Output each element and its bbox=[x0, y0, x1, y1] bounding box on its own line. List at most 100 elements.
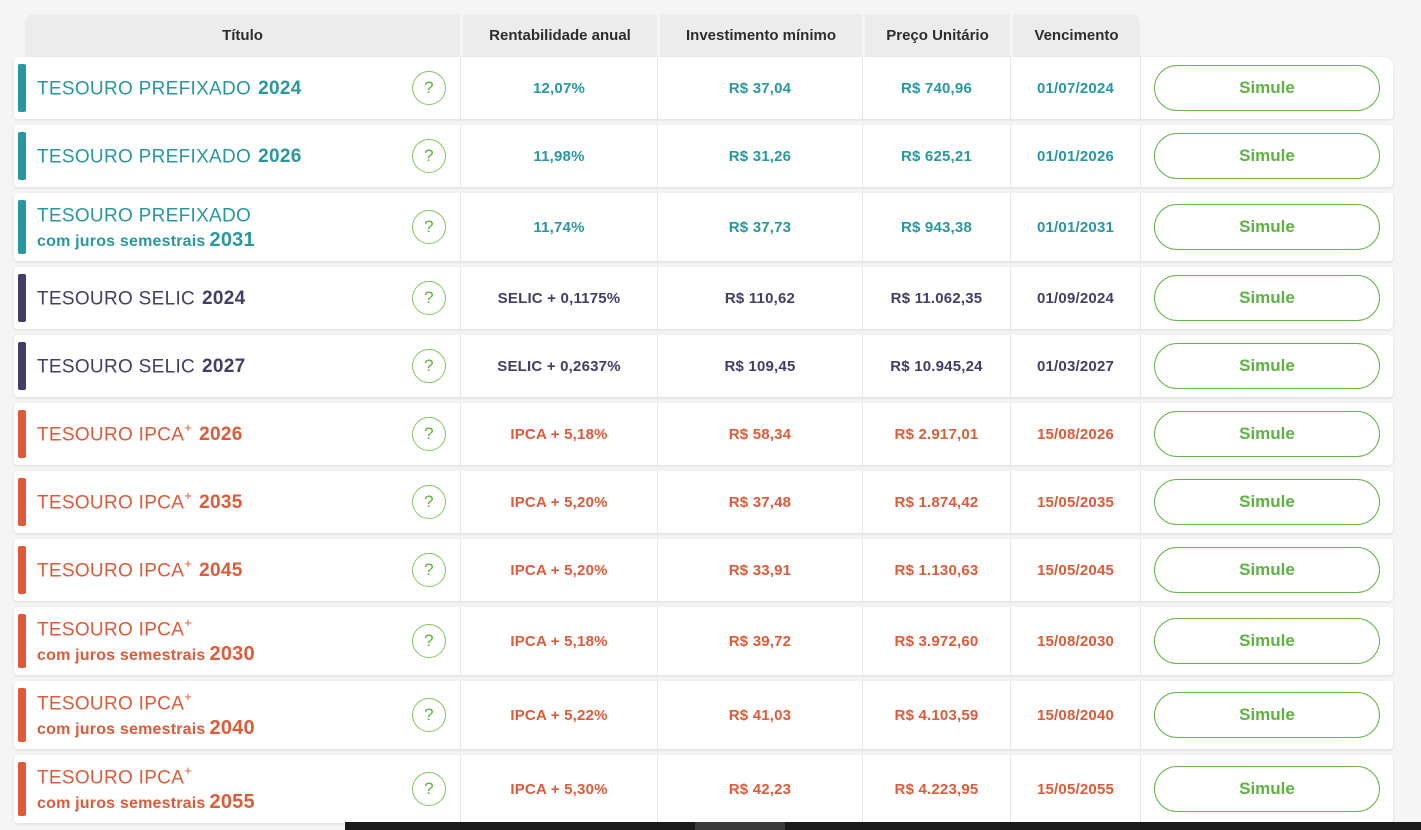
bond-accent-bar bbox=[18, 688, 26, 742]
bond-title-cell: TESOURO PREFIXADO com juros semestrais 20… bbox=[14, 193, 460, 261]
help-icon[interactable]: ? bbox=[412, 210, 446, 244]
bond-row: TESOURO PREFIXADO 2024 ? 12,07% R$ 37,04 … bbox=[14, 57, 1393, 119]
bond-title-line2: com juros semestrais 2040 bbox=[37, 717, 255, 740]
bond-title-line1: TESOURO SELIC 2027 bbox=[37, 356, 246, 378]
bond-title-line1: TESOURO SELIC 2024 bbox=[37, 288, 246, 310]
simulate-button[interactable]: Simule bbox=[1154, 133, 1380, 179]
rentabilidade-value: IPCA + 5,30% bbox=[460, 755, 657, 823]
help-icon[interactable]: ? bbox=[412, 698, 446, 732]
bond-title-line2: com juros semestrais 2030 bbox=[37, 643, 255, 666]
simulate-cell: Simule bbox=[1140, 539, 1393, 601]
simulate-button[interactable]: Simule bbox=[1154, 411, 1380, 457]
bond-title-line1: TESOURO IPCA+ bbox=[37, 614, 193, 641]
bond-title: TESOURO IPCA+ 2035 bbox=[37, 487, 243, 515]
bond-title: TESOURO IPCA+ com juros semestrais 2040 bbox=[37, 688, 255, 740]
help-icon[interactable]: ? bbox=[412, 281, 446, 315]
bond-row: TESOURO PREFIXADO 2026 ? 11,98% R$ 31,26 … bbox=[14, 125, 1393, 187]
horizontal-scrollbar[interactable] bbox=[345, 822, 1421, 830]
simulate-cell: Simule bbox=[1140, 125, 1393, 187]
vencimento-value: 15/08/2026 bbox=[1010, 403, 1140, 465]
bond-title: TESOURO PREFIXADO 2024 bbox=[37, 75, 302, 101]
simulate-button[interactable]: Simule bbox=[1154, 275, 1380, 321]
bond-title-line1: TESOURO PREFIXADO bbox=[37, 205, 252, 227]
help-icon[interactable]: ? bbox=[412, 772, 446, 806]
simulate-cell: Simule bbox=[1140, 403, 1393, 465]
simulate-button[interactable]: Simule bbox=[1154, 65, 1380, 111]
preco-unitario-value: R$ 625,21 bbox=[862, 125, 1010, 187]
help-icon[interactable]: ? bbox=[412, 417, 446, 451]
bond-rows: TESOURO PREFIXADO 2024 ? 12,07% R$ 37,04 … bbox=[14, 57, 1393, 823]
bond-title-line1: TESOURO PREFIXADO 2024 bbox=[37, 78, 302, 100]
investimento-minimo-value: R$ 41,03 bbox=[657, 681, 862, 749]
bond-title: TESOURO PREFIXADO 2026 bbox=[37, 143, 302, 169]
help-icon[interactable]: ? bbox=[412, 485, 446, 519]
bond-title: TESOURO PREFIXADO com juros semestrais 20… bbox=[37, 202, 258, 252]
investimento-minimo-value: R$ 58,34 bbox=[657, 403, 862, 465]
column-header-vencimento: Vencimento bbox=[1010, 14, 1140, 57]
preco-unitario-value: R$ 1.130,63 bbox=[862, 539, 1010, 601]
table-header: Título Rentabilidade anual Investimento … bbox=[25, 14, 1393, 57]
simulate-button[interactable]: Simule bbox=[1154, 618, 1380, 664]
column-header-preco: Preço Unitário bbox=[862, 14, 1010, 57]
simulate-cell: Simule bbox=[1140, 607, 1393, 675]
bond-title-line1: TESOURO IPCA+ bbox=[37, 762, 193, 789]
bond-title-cell: TESOURO IPCA+ 2045 ? bbox=[14, 539, 460, 601]
simulate-cell: Simule bbox=[1140, 193, 1393, 261]
preco-unitario-value: R$ 3.972,60 bbox=[862, 607, 1010, 675]
help-icon[interactable]: ? bbox=[412, 139, 446, 173]
simulate-button[interactable]: Simule bbox=[1154, 547, 1380, 593]
preco-unitario-value: R$ 740,96 bbox=[862, 57, 1010, 119]
bond-accent-bar bbox=[18, 342, 26, 390]
bond-title: TESOURO IPCA+ com juros semestrais 2055 bbox=[37, 762, 255, 814]
vencimento-value: 15/05/2035 bbox=[1010, 471, 1140, 533]
column-header-investimento: Investimento mínimo bbox=[657, 14, 862, 57]
rentabilidade-value: IPCA + 5,20% bbox=[460, 539, 657, 601]
bond-row: TESOURO IPCA+ 2035 ? IPCA + 5,20% R$ 37,4… bbox=[14, 471, 1393, 533]
preco-unitario-value: R$ 943,38 bbox=[862, 193, 1010, 261]
vencimento-value: 01/07/2024 bbox=[1010, 57, 1140, 119]
preco-unitario-value: R$ 1.874,42 bbox=[862, 471, 1010, 533]
bond-title-cell: TESOURO PREFIXADO 2026 ? bbox=[14, 125, 460, 187]
simulate-button[interactable]: Simule bbox=[1154, 204, 1380, 250]
help-icon[interactable]: ? bbox=[412, 624, 446, 658]
bond-title: TESOURO SELIC 2024 bbox=[37, 285, 246, 311]
help-icon[interactable]: ? bbox=[412, 71, 446, 105]
bond-accent-bar bbox=[18, 274, 26, 322]
investimento-minimo-value: R$ 110,62 bbox=[657, 267, 862, 329]
rentabilidade-value: 11,98% bbox=[460, 125, 657, 187]
bond-accent-bar bbox=[18, 614, 26, 668]
bond-row: TESOURO IPCA+ com juros semestrais 2040 ?… bbox=[14, 681, 1393, 749]
rentabilidade-value: SELIC + 0,2637% bbox=[460, 335, 657, 397]
simulate-cell: Simule bbox=[1140, 57, 1393, 119]
simulate-button[interactable]: Simule bbox=[1154, 479, 1380, 525]
bond-accent-bar bbox=[18, 132, 26, 180]
vencimento-value: 01/03/2027 bbox=[1010, 335, 1140, 397]
bond-title-cell: TESOURO SELIC 2027 ? bbox=[14, 335, 460, 397]
simulate-cell: Simule bbox=[1140, 267, 1393, 329]
bond-row: TESOURO SELIC 2024 ? SELIC + 0,1175% R$ 1… bbox=[14, 267, 1393, 329]
simulate-cell: Simule bbox=[1140, 755, 1393, 823]
simulate-button[interactable]: Simule bbox=[1154, 343, 1380, 389]
rentabilidade-value: 11,74% bbox=[460, 193, 657, 261]
help-icon[interactable]: ? bbox=[412, 349, 446, 383]
bond-title-cell: TESOURO PREFIXADO 2024 ? bbox=[14, 57, 460, 119]
rentabilidade-value: IPCA + 5,18% bbox=[460, 403, 657, 465]
bond-accent-bar bbox=[18, 410, 26, 458]
simulate-button[interactable]: Simule bbox=[1154, 766, 1380, 812]
vencimento-value: 15/05/2045 bbox=[1010, 539, 1140, 601]
simulate-button[interactable]: Simule bbox=[1154, 692, 1380, 738]
scrollbar-thumb[interactable] bbox=[695, 822, 785, 830]
bond-title-line1: TESOURO IPCA+ 2026 bbox=[37, 419, 243, 446]
rentabilidade-value: IPCA + 5,18% bbox=[460, 607, 657, 675]
help-icon[interactable]: ? bbox=[412, 553, 446, 587]
bond-row: TESOURO IPCA+ 2026 ? IPCA + 5,18% R$ 58,3… bbox=[14, 403, 1393, 465]
bond-title-line1: TESOURO IPCA+ 2035 bbox=[37, 487, 243, 514]
bond-accent-bar bbox=[18, 64, 26, 112]
rentabilidade-value: IPCA + 5,22% bbox=[460, 681, 657, 749]
preco-unitario-value: R$ 4.103,59 bbox=[862, 681, 1010, 749]
bond-title-line1: TESOURO IPCA+ bbox=[37, 688, 193, 715]
bond-title-line2: com juros semestrais 2055 bbox=[37, 791, 255, 814]
bond-title-cell: TESOURO IPCA+ com juros semestrais 2055 ? bbox=[14, 755, 460, 823]
vencimento-value: 01/01/2026 bbox=[1010, 125, 1140, 187]
vencimento-value: 15/08/2030 bbox=[1010, 607, 1140, 675]
